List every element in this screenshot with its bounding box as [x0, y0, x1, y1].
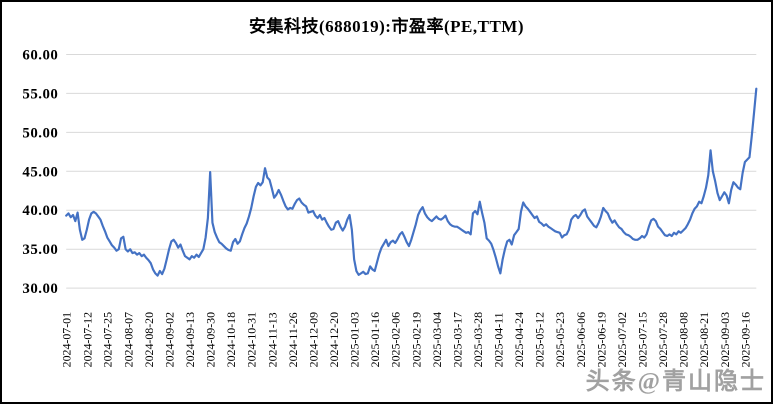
x-tick-label: 2025-06-06 [574, 312, 588, 367]
x-tick-label: 2024-12-09 [306, 312, 320, 367]
x-tick-label: 2025-07-15 [636, 312, 650, 367]
y-tick-label: 40.00 [22, 203, 58, 219]
x-tick-label: 2025-03-04 [430, 312, 444, 367]
x-tick-label: 2025-02-06 [389, 312, 403, 367]
x-tick-label: 2025-08-08 [677, 312, 691, 367]
x-tick-label: 2025-01-03 [348, 312, 362, 367]
x-tick-label: 2025-04-11 [492, 312, 506, 367]
y-axis-labels: 60.00 55.00 50.00 45.00 40.00 35.00 30.00 [22, 47, 58, 297]
x-tick-label: 2024-09-13 [183, 312, 197, 367]
x-tick-label: 2024-11-26 [286, 312, 300, 367]
gridlines [66, 53, 757, 289]
pe-line-series [65, 87, 758, 277]
x-tick-label: 2024-08-20 [142, 312, 156, 367]
x-tick-label: 2024-10-18 [224, 312, 238, 367]
x-tick-label: 2024-12-20 [327, 312, 341, 367]
x-tick-label: 2025-08-21 [697, 312, 711, 367]
x-tick-label: 2024-07-01 [60, 312, 74, 367]
x-tick-label: 2025-09-16 [738, 312, 752, 367]
x-tick-label: 2024-07-12 [80, 312, 94, 367]
x-tick-label: 2025-06-19 [594, 312, 608, 367]
x-tick-label: 2024-09-30 [204, 312, 218, 367]
watermark: 头条@青山隐士 [585, 369, 766, 395]
x-tick-label: 2025-09-03 [718, 312, 732, 367]
y-tick-label: 45.00 [22, 164, 58, 180]
x-tick-label: 2025-05-12 [533, 312, 547, 367]
x-tick-label: 2025-07-28 [656, 312, 670, 367]
y-tick-label: 55.00 [22, 86, 58, 102]
x-tick-label: 2025-05-23 [553, 312, 567, 367]
x-tick-label: 2025-04-24 [512, 312, 526, 367]
y-tick-label: 50.00 [22, 125, 58, 141]
x-tick-label: 2024-08-07 [121, 312, 135, 367]
x-tick-label: 2025-02-19 [409, 312, 423, 367]
x-tick-label: 2025-01-16 [368, 312, 382, 367]
y-tick-label: 60.00 [22, 47, 58, 63]
y-tick-label: 35.00 [22, 242, 58, 258]
x-tick-label: 2024-11-13 [265, 312, 279, 367]
x-tick-label: 2024-07-25 [101, 312, 115, 367]
x-tick-label: 2025-07-02 [615, 312, 629, 367]
x-axis-labels: 2024-07-01 2024-07-12 2024-07-25 2024-08-07… [60, 312, 753, 367]
x-tick-label: 2024-09-02 [163, 312, 177, 367]
x-tick-label: 2025-03-28 [471, 312, 485, 367]
y-tick-label: 30.00 [22, 281, 58, 297]
x-tick-label: 2025-03-17 [450, 312, 464, 367]
chart-title: 安集科技(688019):市盈率(PE,TTM) [248, 17, 524, 36]
x-tick-label: 2024-10-31 [245, 312, 259, 367]
